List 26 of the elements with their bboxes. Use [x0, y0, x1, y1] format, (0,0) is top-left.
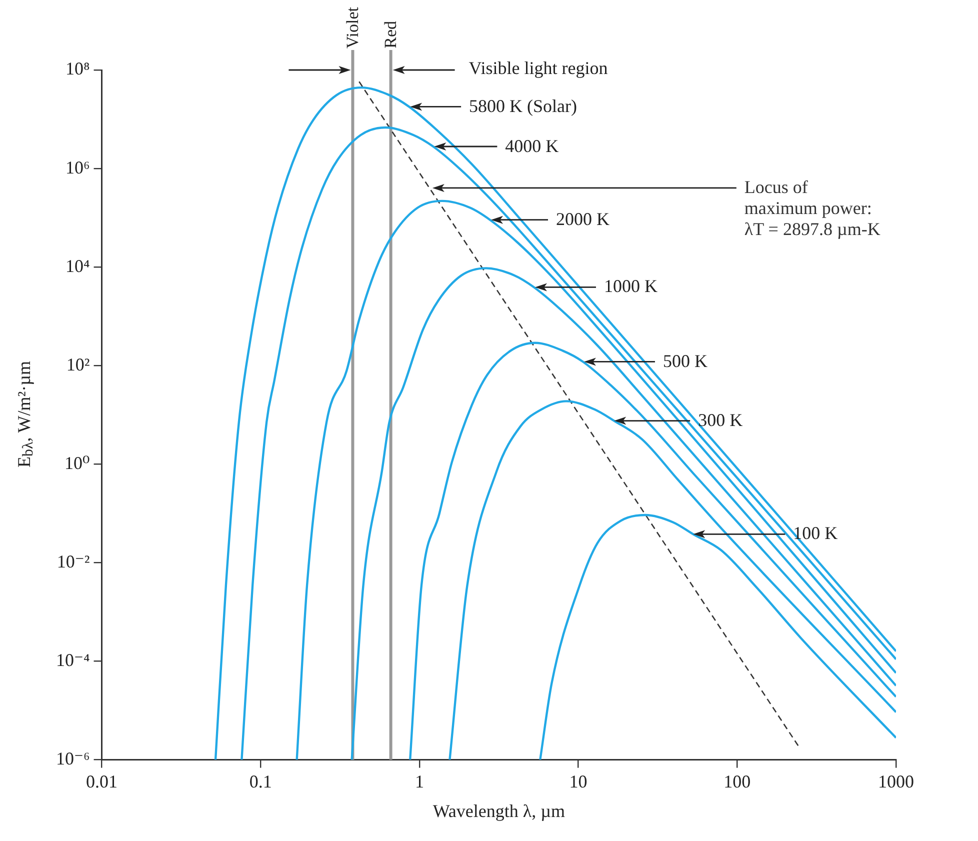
y-tick-label: 10⁻⁴ — [56, 650, 90, 670]
ref-line-label: Red — [380, 21, 401, 48]
y-tick-label: 10⁸ — [65, 58, 90, 79]
y-tick-label: 10⁻² — [56, 551, 90, 572]
y-tick-label: 10⁶ — [65, 157, 90, 178]
annotation: 2000 K — [556, 208, 610, 230]
annotation: 100 K — [793, 523, 838, 544]
annotation: 4000 K — [505, 136, 559, 156]
y-tick-label: 10⁴ — [65, 256, 90, 276]
x-tick-label: 0.1 — [249, 771, 272, 792]
annotation: 5800 K (Solar) — [469, 96, 578, 117]
annotation: Visible light region — [468, 58, 608, 79]
x-tick-label: 100 — [724, 771, 751, 792]
annotation: 1000 K — [604, 276, 658, 298]
y-tick-label: 10⁰ — [64, 452, 90, 473]
x-tick-label: 0.01 — [86, 771, 118, 792]
ref-line-label: Violet — [342, 7, 363, 48]
text: Locus of maximum power: λT = 2897.8 µm-K — [744, 176, 880, 240]
x-tick-label: 1 — [414, 771, 424, 792]
annotation: 300 K — [698, 410, 743, 431]
y-tick-label: 10⁻⁶ — [56, 748, 90, 769]
y-tick-label: 10² — [66, 354, 90, 374]
x-axis-title: Wavelength λ, µm — [432, 800, 565, 821]
x-tick-label: 1000 — [878, 771, 914, 792]
annotation: 500 K — [662, 350, 708, 372]
x-tick-label: 10 — [569, 771, 588, 792]
